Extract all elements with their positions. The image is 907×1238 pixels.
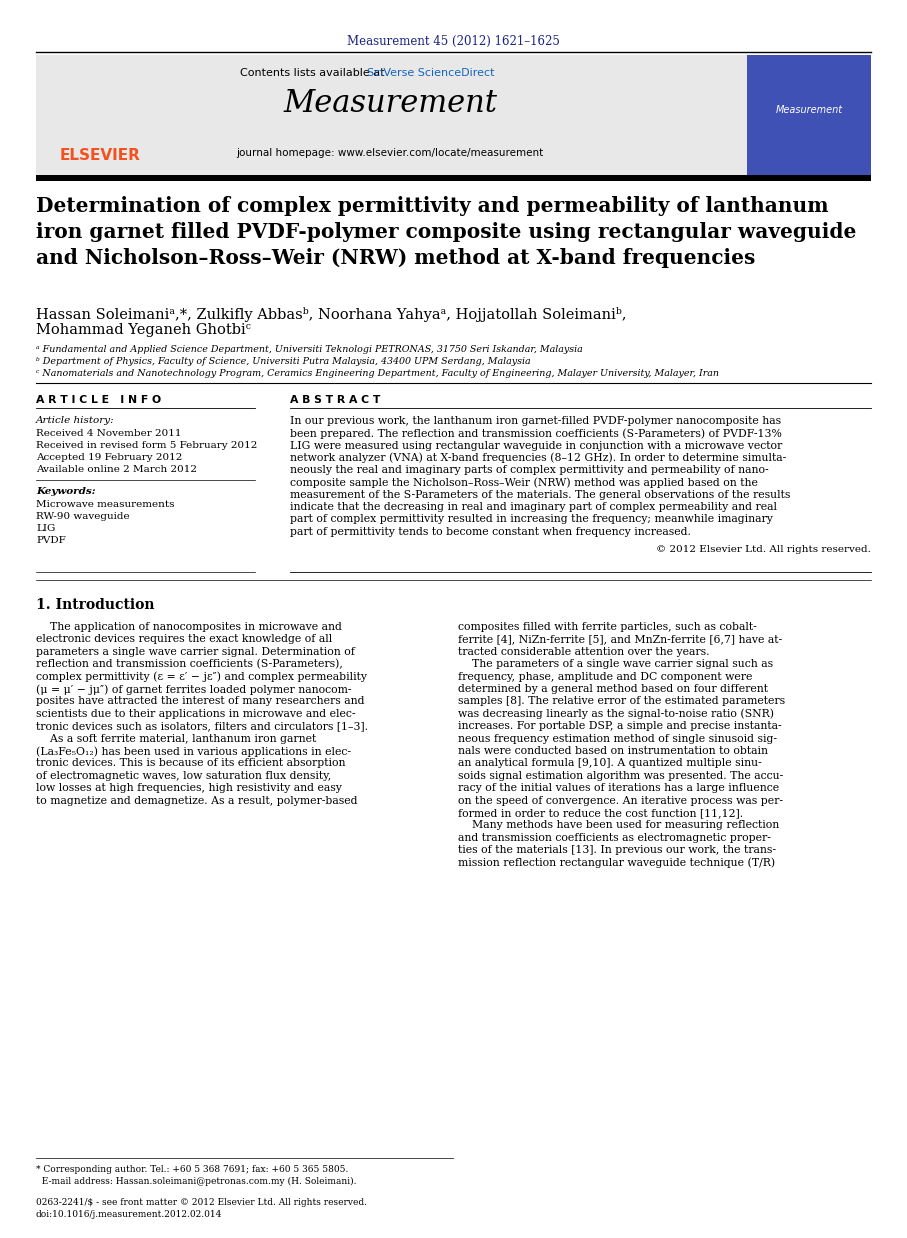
Text: composite sample the Nicholson–Ross–Weir (NRW) method was applied based on the: composite sample the Nicholson–Ross–Weir… [290,478,758,488]
Text: was decreasing linearly as the signal-to-noise ratio (SNR): was decreasing linearly as the signal-to… [458,709,774,719]
Text: Measurement 45 (2012) 1621–1625: Measurement 45 (2012) 1621–1625 [346,35,560,48]
Text: PVDF: PVDF [36,536,65,545]
Text: Mohammad Yeganeh Ghotbiᶜ: Mohammad Yeganeh Ghotbiᶜ [36,323,251,337]
Text: RW-90 waveguide: RW-90 waveguide [36,513,130,521]
Text: Contents lists available at: Contents lists available at [240,68,388,78]
Text: E-mail address: Hassan.soleimani@petronas.com.my (H. Soleimani).: E-mail address: Hassan.soleimani@petrona… [36,1177,356,1186]
Text: scientists due to their applications in microwave and elec-: scientists due to their applications in … [36,709,356,719]
Text: Measurement: Measurement [283,88,497,119]
Text: posites have attracted the interest of many researchers and: posites have attracted the interest of m… [36,697,365,707]
Text: ferrite [4], NiZn-ferrite [5], and MnZn-ferrite [6,7] have at-: ferrite [4], NiZn-ferrite [5], and MnZn-… [458,634,782,645]
Text: * Corresponding author. Tel.: +60 5 368 7691; fax: +60 5 365 5805.: * Corresponding author. Tel.: +60 5 368 … [36,1165,348,1174]
Text: part of permittivity tends to become constant when frequency increased.: part of permittivity tends to become con… [290,526,691,537]
Text: doi:10.1016/j.measurement.2012.02.014: doi:10.1016/j.measurement.2012.02.014 [36,1210,222,1219]
Text: racy of the initial values of iterations has a large influence: racy of the initial values of iterations… [458,784,779,794]
Text: Microwave measurements: Microwave measurements [36,500,174,509]
Text: of electromagnetic waves, low saturation flux density,: of electromagnetic waves, low saturation… [36,771,331,781]
Text: © 2012 Elsevier Ltd. All rights reserved.: © 2012 Elsevier Ltd. All rights reserved… [656,545,871,553]
Text: tronic devices such as isolators, filters and circulators [1–3].: tronic devices such as isolators, filter… [36,722,368,732]
Text: Article history:: Article history: [36,416,114,425]
Text: neous frequency estimation method of single sinusoid sig-: neous frequency estimation method of sin… [458,734,777,744]
Text: soids signal estimation algorithm was presented. The accu-: soids signal estimation algorithm was pr… [458,771,784,781]
Bar [36,54,747,175]
Text: ᵃ Fundamental and Applied Science Department, Universiti Teknologi PETRONAS, 317: ᵃ Fundamental and Applied Science Depart… [36,345,583,354]
Text: (La₃Fe₅O₁₂) has been used in various applications in elec-: (La₃Fe₅O₁₂) has been used in various app… [36,747,351,756]
Text: to magnetize and demagnetize. As a result, polymer-based: to magnetize and demagnetize. As a resul… [36,796,357,806]
Text: Accepted 19 February 2012: Accepted 19 February 2012 [36,453,182,462]
Text: indicate that the decreasing in real and imaginary part of complex permeability : indicate that the decreasing in real and… [290,503,777,513]
Text: A B S T R A C T: A B S T R A C T [290,395,380,405]
Text: ELSEVIER: ELSEVIER [60,149,141,163]
Text: journal homepage: www.elsevier.com/locate/measurement: journal homepage: www.elsevier.com/locat… [237,149,543,158]
Text: and transmission coefficients as electromagnetic proper-: and transmission coefficients as electro… [458,833,771,843]
Text: parameters a single wave carrier signal. Determination of: parameters a single wave carrier signal.… [36,646,355,657]
Text: an analytical formula [9,10]. A quantized multiple sinu-: an analytical formula [9,10]. A quantize… [458,759,762,769]
Text: complex permittivity (ε = ε′ − jε″) and complex permeability: complex permittivity (ε = ε′ − jε″) and … [36,671,367,682]
Text: The parameters of a single wave carrier signal such as: The parameters of a single wave carrier … [458,659,773,670]
Text: A R T I C L E   I N F O: A R T I C L E I N F O [36,395,161,405]
Text: electronic devices requires the exact knowledge of all: electronic devices requires the exact kn… [36,634,332,645]
Text: been prepared. The reflection and transmission coefficients (S-Parameters) of PV: been prepared. The reflection and transm… [290,428,782,438]
Text: The application of nanocomposites in microwave and: The application of nanocomposites in mic… [36,621,342,633]
Text: neously the real and imaginary parts of complex permittivity and permeability of: neously the real and imaginary parts of … [290,465,768,475]
Bar [747,54,871,175]
Text: on the speed of convergence. An iterative process was per-: on the speed of convergence. An iterativ… [458,796,783,806]
Text: measurement of the S-Parameters of the materials. The general observations of th: measurement of the S-Parameters of the m… [290,490,790,500]
Text: low losses at high frequencies, high resistivity and easy: low losses at high frequencies, high res… [36,784,342,794]
Text: Determination of complex permittivity and permeability of lanthanum
iron garnet : Determination of complex permittivity an… [36,196,856,269]
Text: Available online 2 March 2012: Available online 2 March 2012 [36,465,197,474]
Text: ᶜ Nanomaterials and Nanotechnology Program, Ceramics Engineering Department, Fac: ᶜ Nanomaterials and Nanotechnology Progr… [36,369,719,378]
Text: ties of the materials [13]. In previous our work, the trans-: ties of the materials [13]. In previous … [458,846,776,855]
Text: 0263-2241/$ - see front matter © 2012 Elsevier Ltd. All rights reserved.: 0263-2241/$ - see front matter © 2012 El… [36,1198,367,1207]
Text: In our previous work, the lanthanum iron garnet-filled PVDF-polymer nanocomposit: In our previous work, the lanthanum iron… [290,416,781,426]
Text: Received 4 November 2011: Received 4 November 2011 [36,430,181,438]
Text: As a soft ferrite material, lanthanum iron garnet: As a soft ferrite material, lanthanum ir… [36,734,317,744]
Text: composites filled with ferrite particles, such as cobalt-: composites filled with ferrite particles… [458,621,756,633]
Text: tracted considerable attention over the years.: tracted considerable attention over the … [458,646,709,657]
Text: (μ = μ′ − jμ″) of garnet ferrites loaded polymer nanocom-: (μ = μ′ − jμ″) of garnet ferrites loaded… [36,685,352,695]
Text: Received in revised form 5 February 2012: Received in revised form 5 February 2012 [36,441,258,449]
Text: determined by a general method based on four different: determined by a general method based on … [458,685,768,695]
Text: LIG: LIG [36,524,55,534]
Text: 1. Introduction: 1. Introduction [36,598,154,612]
Text: Hassan Soleimaniᵃ,*, Zulkifly Abbasᵇ, Noorhana Yahyaᵃ, Hojjatollah Soleimaniᵇ,: Hassan Soleimaniᵃ,*, Zulkifly Abbasᵇ, No… [36,307,627,322]
Text: SciVerse ScienceDirect: SciVerse ScienceDirect [367,68,495,78]
Text: increases. For portable DSP, a simple and precise instanta-: increases. For portable DSP, a simple an… [458,722,782,732]
Text: part of complex permittivity resulted in increasing the frequency; meanwhile ima: part of complex permittivity resulted in… [290,515,773,525]
Text: network analyzer (VNA) at X-band frequencies (8–12 GHz). In order to determine s: network analyzer (VNA) at X-band frequen… [290,453,786,463]
Text: Keywords:: Keywords: [36,487,95,496]
Text: mission reflection rectangular waveguide technique (T/R): mission reflection rectangular waveguide… [458,858,775,868]
Bar [36,175,871,181]
Text: LIG were measured using rectangular waveguide in conjunction with a microwave ve: LIG were measured using rectangular wave… [290,441,782,451]
Text: frequency, phase, amplitude and DC component were: frequency, phase, amplitude and DC compo… [458,671,753,682]
Text: Many methods have been used for measuring reflection: Many methods have been used for measurin… [458,821,779,831]
Text: Measurement: Measurement [775,105,843,115]
Text: tronic devices. This is because of its efficient absorption: tronic devices. This is because of its e… [36,759,346,769]
Text: nals were conducted based on instrumentation to obtain: nals were conducted based on instrumenta… [458,747,768,756]
Text: ᵇ Department of Physics, Faculty of Science, Universiti Putra Malaysia, 43400 UP: ᵇ Department of Physics, Faculty of Scie… [36,357,531,366]
Text: samples [8]. The relative error of the estimated parameters: samples [8]. The relative error of the e… [458,697,785,707]
Text: formed in order to reduce the cost function [11,12].: formed in order to reduce the cost funct… [458,808,743,818]
Text: reflection and transmission coefficients (S-Parameters),: reflection and transmission coefficients… [36,659,343,670]
